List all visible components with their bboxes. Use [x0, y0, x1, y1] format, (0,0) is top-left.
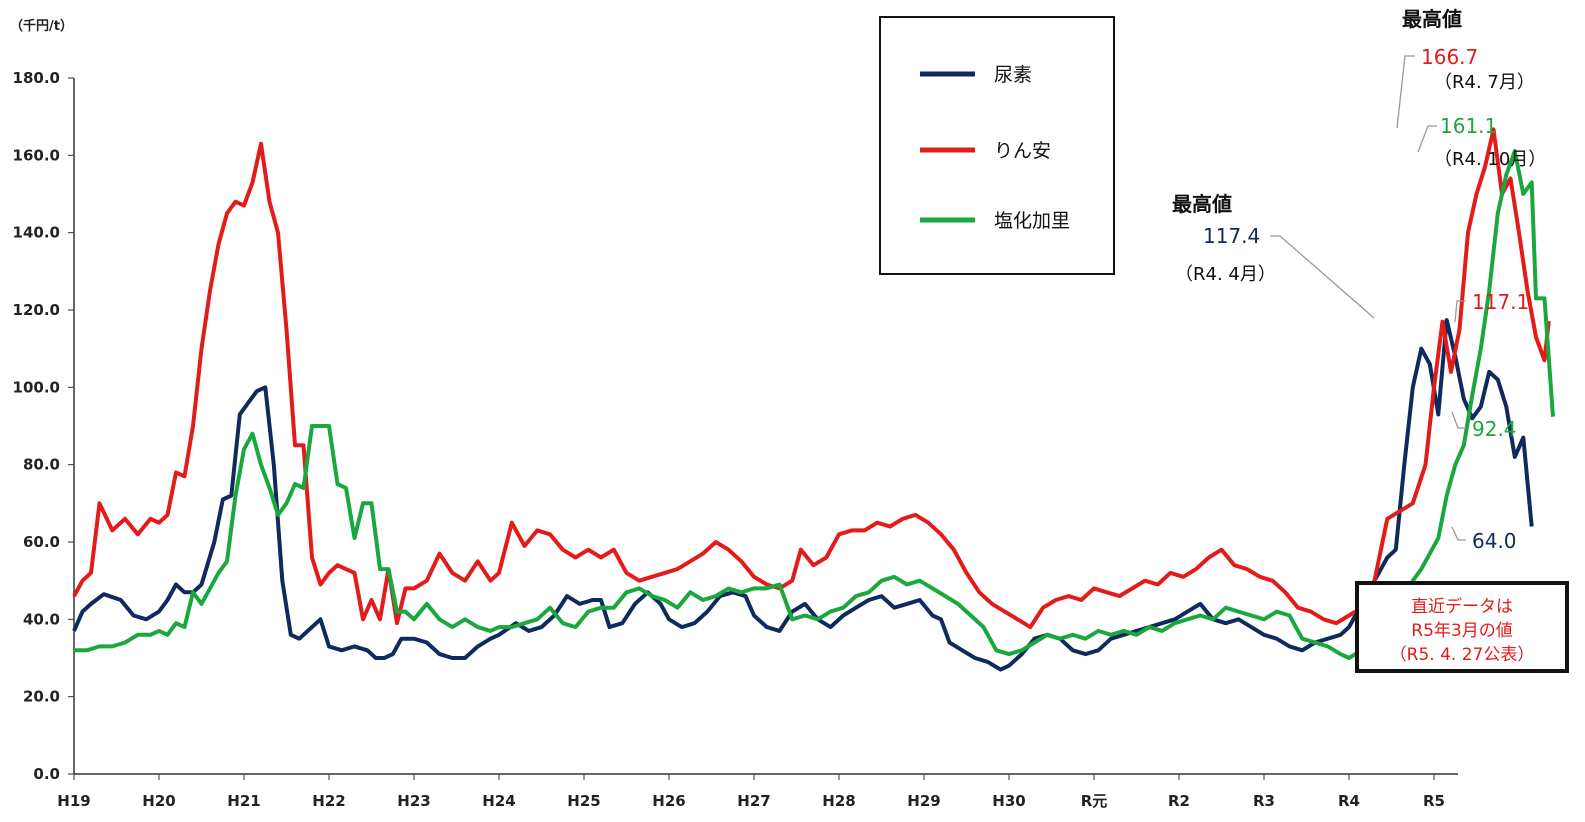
- y-tick-label: 60.0: [23, 533, 60, 551]
- legend-label-urea: 尿素: [994, 64, 1032, 86]
- leader-phosphate-latest: [1454, 300, 1466, 323]
- annotation-leaders: [1270, 55, 1466, 541]
- x-tick-label: R4: [1338, 792, 1360, 810]
- latest-data-note: 直近データは R5年3月の値 （R5. 4. 27公表）: [1355, 581, 1569, 673]
- y-tick-label: 40.0: [23, 610, 60, 628]
- x-tick-label: H27: [737, 792, 770, 810]
- y-tick-label: 100.0: [13, 378, 60, 396]
- x-tick-label: H24: [482, 792, 515, 810]
- y-axis-unit-label: （千円/t）: [10, 18, 73, 34]
- leader-chloride-latest: [1451, 411, 1466, 429]
- leader-phosphate-peak: [1396, 55, 1415, 129]
- x-tick-label: R元: [1081, 792, 1108, 810]
- x-tick-label: H25: [567, 792, 600, 810]
- note-line-2: R5年3月の値: [1411, 621, 1512, 641]
- x-axis-ticks: H19 H20 H21 H22 H23 H24 H25 H26 H27 H28 H29 H30 R元 R2…: [57, 774, 1445, 810]
- note-line-3: （R5. 4. 27公表）: [1390, 645, 1535, 665]
- x-tick-label: H21: [227, 792, 260, 810]
- urea-latest-value: 64.0: [1472, 529, 1517, 553]
- x-tick-label: R5: [1423, 792, 1445, 810]
- y-tick-label: 20.0: [23, 688, 60, 706]
- legend-label-ammonium-phosphate: りん安: [994, 140, 1051, 162]
- phosphate-peak-value: 166.7: [1421, 45, 1478, 69]
- chloride-peak-value: 161.1: [1440, 114, 1497, 138]
- leader-urea-latest: [1451, 526, 1466, 541]
- series-line-ammonium-phosphate: [72, 127, 1551, 630]
- y-tick-label: 180.0: [13, 69, 60, 87]
- y-tick-label: 80.0: [23, 456, 60, 474]
- y-tick-label: 160.0: [13, 146, 60, 164]
- y-tick-label: 120.0: [13, 301, 60, 319]
- legend-label-potassium-chloride: 塩化加里: [994, 210, 1070, 232]
- legend-box: [879, 16, 1115, 275]
- x-tick-label: H20: [142, 792, 175, 810]
- x-tick-label: H30: [992, 792, 1025, 810]
- chloride-latest-value: 92.4: [1472, 417, 1517, 441]
- urea-peak-value: 117.4: [1203, 224, 1260, 248]
- urea-peak-period: （R4. 4月）: [1175, 264, 1276, 285]
- chloride-peak-period: （R4. 10月）: [1434, 149, 1546, 170]
- urea-peak-heading: 最高値: [1172, 192, 1232, 216]
- phosphate-latest-value: 117.1: [1472, 290, 1529, 314]
- y-axis-ticks: 0.0 20.0 40.0 60.0 80.0 100.0 120.0 140.0 160.0 1…: [13, 69, 74, 783]
- leader-urea-peak: [1270, 235, 1375, 319]
- phosphate-peak-heading: 最高値: [1402, 7, 1462, 31]
- x-tick-label: R3: [1253, 792, 1275, 810]
- leader-chloride-peak: [1417, 125, 1437, 153]
- y-tick-label: 140.0: [13, 224, 60, 242]
- series-line-potassium-chloride: [74, 149, 1555, 660]
- note-box: [1355, 581, 1569, 673]
- x-tick-label: R2: [1168, 792, 1190, 810]
- series-lines: [72, 127, 1555, 672]
- x-tick-label: H28: [822, 792, 855, 810]
- y-tick-label: 0.0: [33, 765, 60, 783]
- x-tick-label: H23: [397, 792, 430, 810]
- series-line-urea: [72, 318, 1534, 672]
- note-line-1: 直近データは: [1411, 596, 1513, 617]
- phosphate-peak-period: （R4. 7月）: [1434, 72, 1535, 93]
- x-tick-label: H22: [312, 792, 345, 810]
- x-tick-label: H19: [57, 792, 90, 810]
- x-tick-label: H26: [652, 792, 685, 810]
- legend: 尿素 りん安 塩化加里: [879, 16, 1115, 275]
- x-tick-label: H29: [907, 792, 940, 810]
